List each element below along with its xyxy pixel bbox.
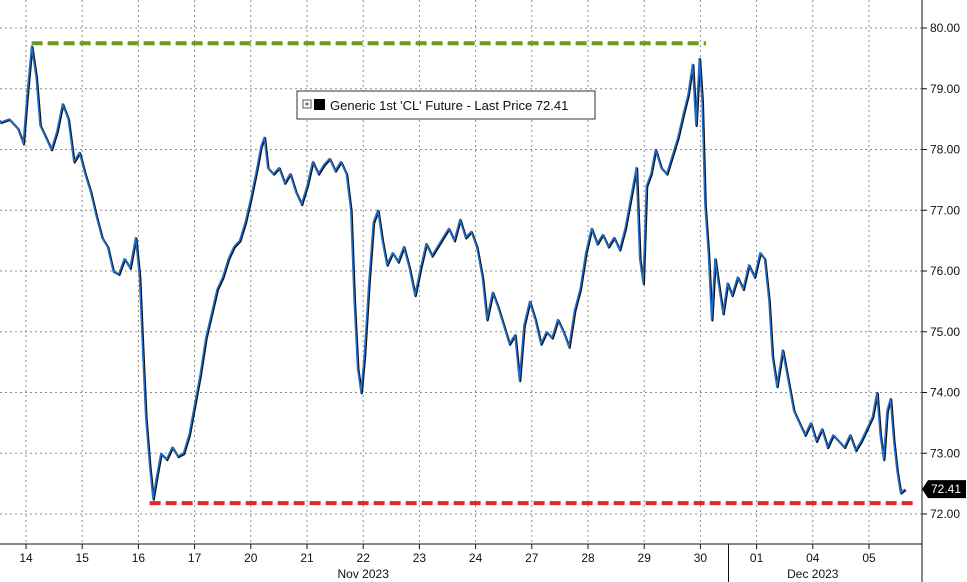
x-tick-label: 15 xyxy=(76,551,90,565)
x-tick-label: 20 xyxy=(244,551,258,565)
y-tick-label: 76.00 xyxy=(930,264,960,278)
y-tick-label: 78.00 xyxy=(930,143,960,157)
y-tick-label: 79.00 xyxy=(930,82,960,96)
y-tick-label: 80.00 xyxy=(930,21,960,35)
series-line xyxy=(0,45,906,500)
x-tick-label: 27 xyxy=(525,551,539,565)
x-tick-label: 16 xyxy=(132,551,146,565)
legend-label: Generic 1st 'CL' Future - Last Price 72.… xyxy=(330,98,568,113)
legend-swatch xyxy=(314,99,325,110)
x-tick-label: 01 xyxy=(750,551,764,565)
month-label: Dec 2023 xyxy=(787,567,839,581)
last-value-badge-shape xyxy=(922,480,966,499)
last-value-label: 72.41 xyxy=(931,482,961,496)
x-tick-label: 23 xyxy=(413,551,427,565)
x-tick-label: 21 xyxy=(300,551,314,565)
last-value-badge: 72.41 xyxy=(922,480,966,499)
x-tick-label: 14 xyxy=(19,551,33,565)
y-tick-label: 73.00 xyxy=(930,446,960,460)
y-tick-label: 72.00 xyxy=(930,507,960,521)
x-tick-label: 28 xyxy=(581,551,595,565)
x-tick-label: 05 xyxy=(862,551,876,565)
month-label: Nov 2023 xyxy=(338,567,390,581)
series-lines xyxy=(0,45,907,501)
y-tick-label: 75.00 xyxy=(930,325,960,339)
y-tick-label: 77.00 xyxy=(930,203,960,217)
x-tick-label: 17 xyxy=(188,551,202,565)
x-tick-label: 04 xyxy=(806,551,820,565)
x-tick-label: 29 xyxy=(638,551,652,565)
reference-lines xyxy=(31,41,914,506)
legend-box xyxy=(296,90,596,120)
y-tick-label: 74.00 xyxy=(930,386,960,400)
x-tick-label: 24 xyxy=(469,551,483,565)
x-tick-label: 22 xyxy=(357,551,371,565)
x-tick-label: 30 xyxy=(694,551,708,565)
legend: Generic 1st 'CL' Future - Last Price 72.… xyxy=(296,90,596,120)
